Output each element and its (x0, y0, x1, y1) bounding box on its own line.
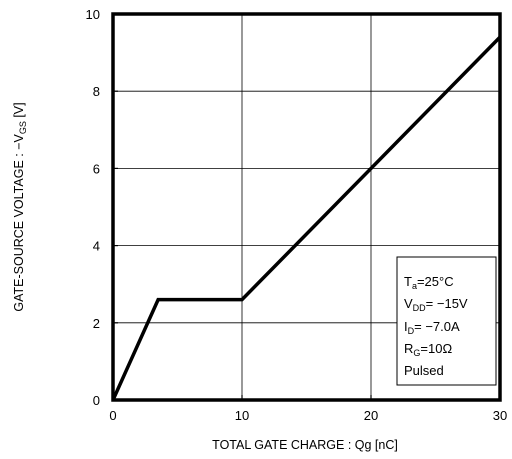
series-layer (111, 35, 502, 401)
conditions-box-frame (396, 256, 497, 386)
condition-id: ID= −7.0A (404, 319, 460, 336)
condition-pulsed: Pulsed (404, 363, 444, 378)
y-tick-label-2: 4 (93, 239, 100, 254)
series-line-0 (111, 35, 502, 401)
x-tick-label-1: 10 (235, 408, 249, 423)
x-tick-label-2: 20 (364, 408, 378, 423)
condition-ta: Ta=25°C (404, 274, 454, 291)
condition-vdd: VDD= −15V (404, 296, 468, 313)
x-tick-label-0: 0 (109, 408, 116, 423)
x-tick-label-3: 30 (493, 408, 507, 423)
y-tick-label-1: 2 (93, 316, 100, 331)
condition-rg: RG=10Ω (404, 341, 452, 358)
conditions-box: Ta=25°C VDD= −15V ID= −7.0A RG=10Ω Pulse… (396, 256, 497, 386)
y-axis-label: GATE-SOURCE VOLTAGE : −VGS [V] (12, 102, 28, 311)
plot-frame (111, 12, 502, 402)
y-tick-label-5: 10 (86, 7, 100, 22)
grid-lines (113, 14, 500, 400)
y-tick-label-3: 6 (93, 161, 100, 176)
y-tick-labels: 0 2 4 6 8 10 (86, 7, 118, 408)
y-tick-label-0: 0 (93, 393, 100, 408)
y-tick-label-4: 8 (93, 84, 100, 99)
x-axis-label: TOTAL GATE CHARGE : Qg [nC] (212, 438, 398, 452)
x-tick-labels: 0 10 20 30 (109, 395, 507, 423)
